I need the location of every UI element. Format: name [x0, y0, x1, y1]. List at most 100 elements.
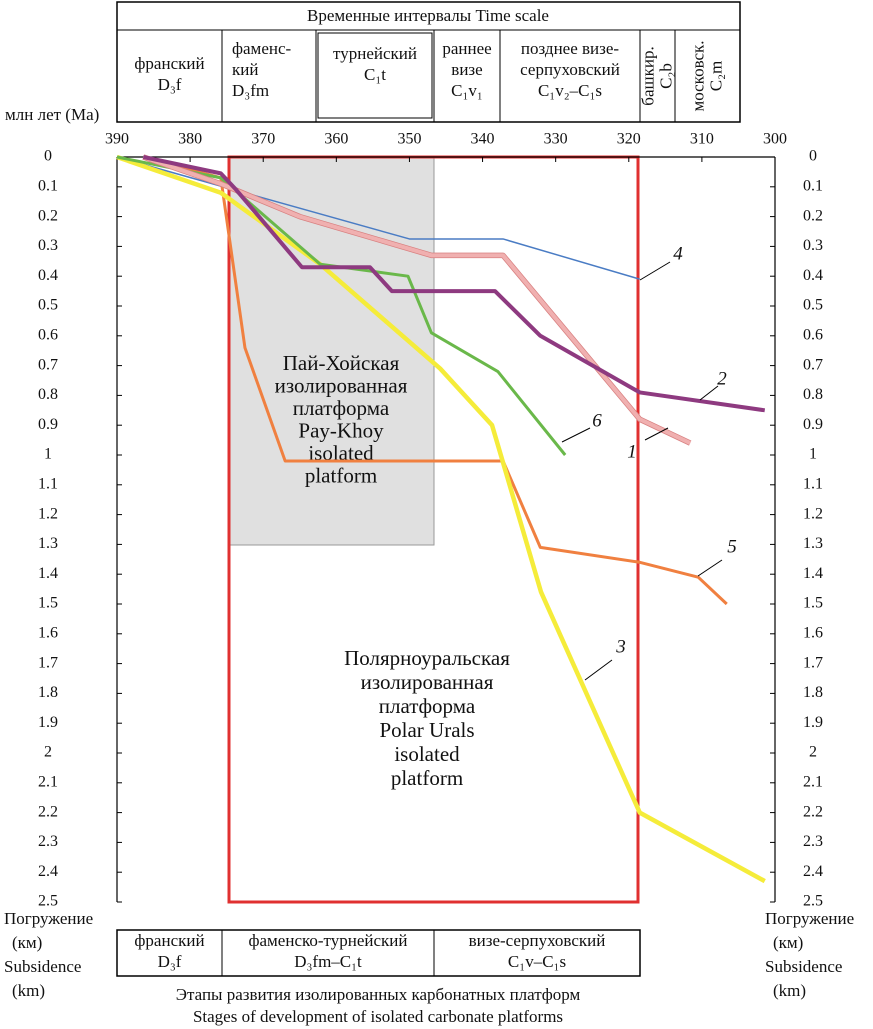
series-label: 1	[627, 441, 637, 462]
time-scale-cell: позднее визе-	[521, 39, 619, 58]
y2-tick-label: 1.1	[803, 475, 823, 492]
y2-tick-label: 0.2	[803, 207, 823, 224]
y2-tick-label: 0.9	[803, 416, 823, 433]
y-tick-label: 0	[44, 148, 52, 165]
y2-tick-label: 2.2	[803, 803, 823, 820]
y-tick-label: 0.1	[38, 177, 58, 194]
y-tick-label: 1.6	[38, 624, 58, 641]
stage-cell: франский	[134, 931, 204, 950]
y-tick-label: 0.3	[38, 237, 58, 254]
region-label: platform	[305, 463, 377, 487]
series-label: 4	[673, 243, 683, 264]
series-line	[116, 154, 766, 884]
stage-cell: фаменско-турнейский	[248, 931, 407, 950]
y-tick-label: 2.2	[38, 803, 58, 820]
y2-tick-label: 2.4	[803, 863, 823, 880]
y2-tick-label: 0.4	[803, 267, 823, 284]
time-scale-cell: московск.	[688, 40, 707, 111]
x-axis-label: млн лет (Ma)	[5, 105, 99, 124]
y-tick-label: 0.4	[38, 267, 58, 284]
y2-tick-label: 1.4	[803, 565, 823, 582]
y2-axis-label: (km)	[773, 981, 806, 1000]
series-label: 2	[717, 368, 727, 389]
time-scale-cell: раннее	[442, 39, 491, 58]
x-tick-label: 300	[763, 131, 787, 148]
y2-tick-label: 2.5	[803, 893, 823, 910]
x-tick-label: 390	[105, 131, 129, 148]
time-scale-cell: турнейский	[333, 44, 417, 63]
y2-tick-label: 2	[809, 744, 817, 761]
y2-tick-label: 0.7	[803, 356, 823, 373]
y2-tick-label: 0.6	[803, 326, 823, 343]
y2-tick-label: 1.3	[803, 535, 823, 552]
series-label: 5	[727, 536, 737, 557]
leader-line	[639, 261, 671, 281]
x-tick-label: 350	[397, 131, 421, 148]
time-scale-cell: D₃f	[158, 75, 182, 94]
y-tick-label: 2.5	[38, 893, 58, 910]
y2-tick-label: 1.8	[803, 684, 823, 701]
y2-tick-label: 2.1	[803, 773, 823, 790]
y-axis-label: (км)	[12, 933, 42, 952]
region-label: платформа	[379, 694, 476, 718]
y-tick-label: 1.2	[38, 505, 58, 522]
x-tick-label: 310	[690, 131, 714, 148]
leader-line	[561, 427, 591, 443]
y2-tick-label: 1.9	[803, 714, 823, 731]
y2-tick-label: 0.3	[803, 237, 823, 254]
region-label: изолированная	[275, 373, 408, 397]
y2-tick-label: 0.8	[803, 386, 823, 403]
y-tick-label: 1.9	[38, 714, 58, 731]
stage-cell: визе-серпуховский	[469, 931, 606, 950]
y2-tick-label: 1	[809, 446, 817, 463]
time-scale-cell: визе	[451, 60, 482, 79]
y2-axis-label: (км)	[773, 933, 803, 952]
y2-axis-label: Погружение	[765, 909, 854, 928]
x-tick-label: 330	[544, 131, 568, 148]
y-tick-label: 2.3	[38, 833, 58, 850]
region-label: изолированная	[361, 670, 494, 694]
cell-frame	[317, 32, 433, 119]
y-axis-label: Subsidence	[4, 957, 81, 976]
region-label: Polar Urals	[379, 718, 474, 742]
time-scale-cell: C₁t	[364, 65, 386, 84]
series-label: 6	[592, 410, 602, 431]
y-tick-label: 2.4	[38, 863, 58, 880]
y2-tick-label: 1.7	[803, 654, 823, 671]
y-tick-label: 2.1	[38, 773, 58, 790]
y-tick-label: 1.3	[38, 535, 58, 552]
region-label: Pay-Khoy	[298, 418, 384, 442]
x-tick-label: 340	[471, 131, 495, 148]
y2-tick-label: 0	[809, 148, 817, 165]
y-axis-label: Погружение	[4, 909, 93, 928]
series-line	[142, 155, 692, 445]
y2-tick-label: 0.1	[803, 177, 823, 194]
y-tick-label: 0.7	[38, 356, 58, 373]
x-tick-label: 370	[251, 131, 275, 148]
stage-cell: C₁v–C₁s	[508, 952, 566, 971]
y-tick-label: 0.6	[38, 326, 58, 343]
time-scale-cell: фаменс-	[232, 39, 292, 58]
time-scale-cell: башкир.	[638, 46, 657, 105]
y-tick-label: 0.5	[38, 297, 58, 314]
time-scale-cell: D₃fm	[232, 81, 269, 100]
x-tick-label: 360	[324, 131, 348, 148]
y-tick-label: 0.2	[38, 207, 58, 224]
stages-caption: Этапы развития изолированных карбонатных…	[176, 985, 581, 1004]
stage-cell: D₃fm–C₁t	[294, 952, 362, 971]
y-tick-label: 1.5	[38, 595, 58, 612]
x-tick-label: 320	[617, 131, 641, 148]
region-label: Полярноуральская	[344, 646, 510, 670]
region-label: Пай-Хойская	[283, 351, 400, 375]
x-tick-label: 380	[178, 131, 202, 148]
y-tick-label: 1.1	[38, 475, 58, 492]
y2-tick-label: 0.5	[803, 297, 823, 314]
y-axis-label: (km)	[12, 981, 45, 1000]
y2-tick-label: 1.6	[803, 624, 823, 641]
leader-line	[697, 559, 723, 577]
time-scale-cell: кий	[232, 60, 258, 79]
y-tick-label: 1.7	[38, 654, 58, 671]
region-label: isolated	[394, 742, 460, 766]
y-tick-label: 0.9	[38, 416, 58, 433]
